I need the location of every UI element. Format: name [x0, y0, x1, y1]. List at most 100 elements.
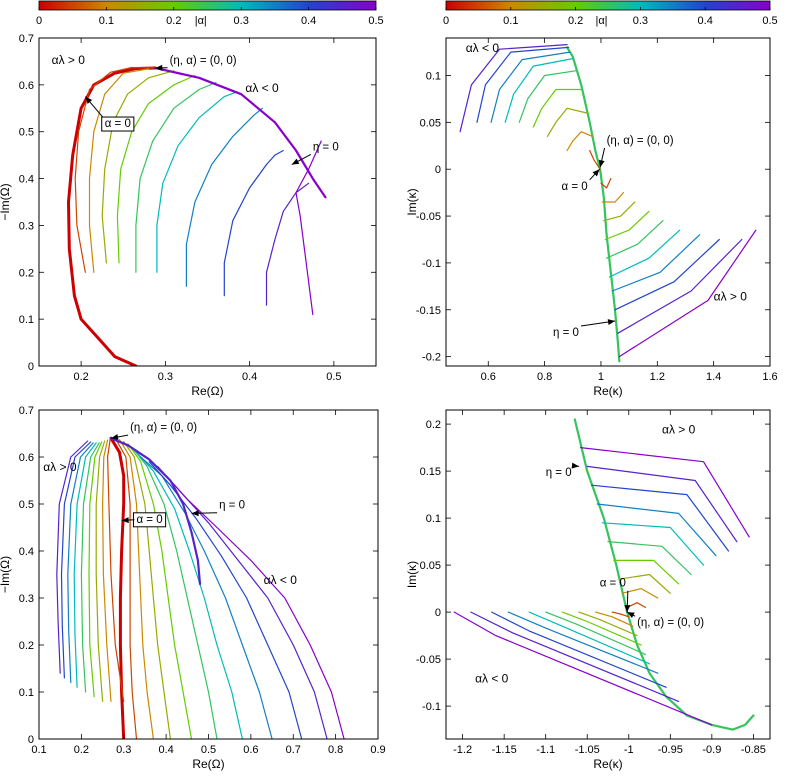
series-line	[580, 447, 750, 538]
x-tick-label: -0.95	[658, 744, 683, 756]
series-line	[135, 451, 243, 739]
x-tick-label: 1	[598, 371, 604, 383]
annotation-arrow-head	[571, 462, 579, 469]
series-line	[601, 192, 625, 203]
colorbar-tick-label: 0.2	[166, 15, 181, 27]
x-tick-label: 0.6	[243, 744, 258, 756]
series-line	[95, 440, 106, 702]
x-tick-label: 0.5	[201, 744, 216, 756]
annotation-label: α = 0	[136, 514, 162, 526]
panel-bottom-left: 0.1 0.2 0.3 0.4 0.5 0.6 0.7 0.8 0.900.10.20.30.4…	[0, 405, 386, 771]
panel-top-right: 0.6 0.8 1 1.2 1.4 1.6 -0.2 -0.15 -0.1 -0.05 0 0.05 0…	[405, 37, 778, 398]
annotation-label: η = 0	[553, 327, 579, 339]
panel-bottom-right: -1.2 -1.15 -1.1 -1.05 -1 -0.95 -0.9 -0.85 -0.1 -0…	[405, 409, 771, 771]
y-tick-label: -0.1	[422, 701, 441, 713]
x-tick-label: 1.6	[762, 371, 777, 383]
series-line	[109, 437, 202, 585]
x-tick-label: 0.4	[158, 744, 173, 756]
x-tick-label: -1.05	[575, 744, 600, 756]
series-line	[490, 51, 571, 123]
colorbar-label: |α|	[595, 15, 607, 27]
series-group	[459, 44, 757, 363]
series-line	[596, 503, 717, 557]
series-line	[573, 418, 755, 731]
colorbar-tick-label: 0	[36, 15, 42, 27]
series-line	[611, 234, 701, 292]
series-line	[453, 611, 713, 726]
series-line	[476, 46, 570, 123]
region-label: αλ < 0	[245, 81, 279, 95]
x-tick-label: -1.1	[536, 744, 555, 756]
series-line	[601, 522, 705, 566]
y-tick-label: 0.1	[426, 70, 441, 82]
colorbar-right	[445, 0, 771, 11]
annotation-label: η = 0	[313, 141, 339, 153]
series-line	[545, 611, 646, 655]
y-tick-label: 0.6	[19, 80, 34, 92]
series-line	[60, 441, 92, 679]
annotation-arrow-head	[155, 64, 163, 71]
y-tick-label: 0.1	[19, 314, 34, 326]
series-line	[608, 229, 681, 278]
series-line	[600, 178, 612, 189]
y-tick-label: 0	[435, 607, 441, 619]
annotation-arrow-head	[121, 517, 129, 524]
y-tick-label: 0.5	[19, 127, 34, 139]
series-group	[453, 418, 755, 731]
x-tick-label: 1.2	[650, 371, 665, 383]
y-axis-label: Im(κ)	[405, 188, 419, 215]
series-line	[566, 131, 594, 152]
series-line	[618, 573, 671, 594]
y-tick-label: -0.2	[422, 352, 441, 364]
y-tick-label: 0.2	[426, 419, 441, 431]
series-line	[491, 611, 667, 688]
y-tick-label: -0.05	[416, 211, 441, 223]
series-line	[618, 229, 757, 358]
annotation-arrow-head	[598, 159, 605, 168]
annotation-arrow-head	[592, 169, 600, 177]
series-line	[459, 44, 568, 133]
x-tick-label: 0.1	[31, 744, 46, 756]
region-label: αλ > 0	[43, 460, 77, 474]
series-line	[148, 461, 303, 739]
x-tick-label: 0.3	[116, 744, 131, 756]
series-line	[528, 611, 651, 665]
region-label: αλ < 0	[466, 41, 500, 55]
series-line	[626, 602, 646, 608]
annotation-label: α = 0	[105, 118, 131, 130]
colorbars: 0 0.1 0.2 0.3 0.4 0.5 |α| 0 0.1 0.2 0.3 0.4 0.5 |α|	[36, 0, 778, 27]
x-tick-label: 0.4	[242, 371, 257, 383]
x-tick-label: 0.9	[370, 744, 385, 756]
y-tick-label: 0.2	[19, 640, 34, 652]
series-line	[131, 447, 218, 739]
series-line	[67, 66, 157, 366]
colorbar-tick-label: 0.3	[633, 15, 648, 27]
series-line	[165, 475, 345, 739]
y-tick-label: 0	[28, 734, 34, 746]
colorbar-tick-label: 0.4	[301, 15, 316, 27]
x-tick-label: -1.15	[492, 744, 517, 756]
colorbar-left	[38, 0, 377, 11]
y-axis-label: −Im(Ω)	[0, 556, 12, 593]
annotation-label: η = 0	[219, 500, 245, 512]
series-line	[154, 66, 327, 199]
annotation-box	[101, 116, 135, 132]
annotation-label: η = 0	[546, 467, 572, 479]
y-tick-label: 0	[28, 361, 34, 373]
series-line	[617, 238, 743, 334]
annotation-arrow-head	[191, 510, 199, 517]
series-line	[88, 68, 150, 273]
x-tick-label: 1.4	[706, 371, 721, 383]
series-line	[73, 442, 97, 688]
annotation-arrow-head	[627, 612, 635, 618]
colorbar-tick-label: 0.4	[698, 15, 713, 27]
annotation-label: (η, α) = (0, 0)	[607, 135, 674, 147]
region-label: αλ > 0	[714, 289, 748, 303]
series-line	[561, 611, 642, 646]
x-tick-label: 0.7	[286, 744, 301, 756]
y-axis-label: Im(κ)	[405, 561, 419, 588]
y-tick-label: 0.05	[420, 560, 441, 572]
series-line	[613, 559, 680, 585]
x-tick-label: 0.5	[326, 371, 341, 383]
series-line	[470, 611, 680, 702]
